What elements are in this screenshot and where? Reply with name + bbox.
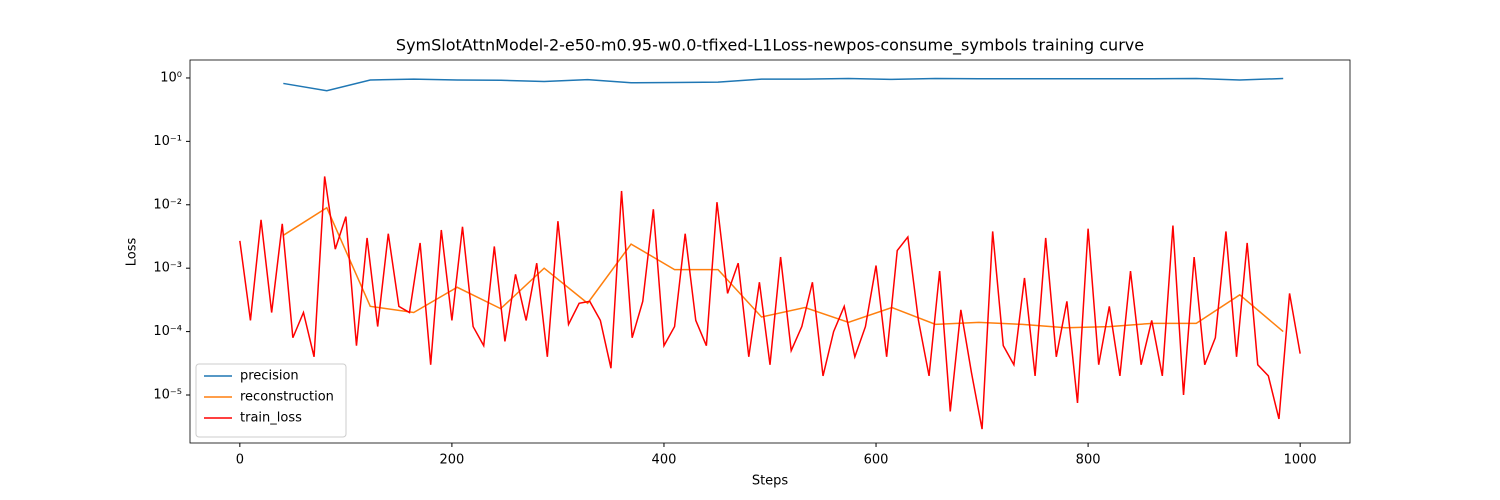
x-tick-label: 800 (1076, 453, 1101, 468)
y-tick-label: 10⁻⁵ (153, 388, 182, 403)
y-tick-label: 10⁻⁴ (153, 324, 182, 339)
y-tick-label: 10⁻² (153, 197, 182, 212)
y-axis-label: Loss (125, 238, 140, 267)
legend-label: precision (240, 369, 299, 384)
legend: precision reconstruction train_loss (195, 363, 347, 438)
x-tick-label: 200 (439, 453, 464, 468)
y-tick-label: 10⁻³ (153, 261, 182, 276)
x-tick-label: 1000 (1284, 453, 1317, 468)
x-tick-label: 600 (864, 453, 889, 468)
x-axis-label: Steps (752, 474, 789, 489)
legend-box (195, 363, 347, 438)
legend-label: train_loss (240, 411, 302, 426)
line-series (283, 77, 1284, 92)
line-series (282, 206, 1284, 333)
x-tick-label: 0 (236, 453, 244, 468)
line-series (239, 176, 1301, 430)
x-tick-label: 400 (652, 453, 677, 468)
plot-frame (189, 59, 1351, 444)
chart-title: SymSlotAttnModel-2-e50-m0.95-w0.0-tfixed… (396, 36, 1144, 56)
y-tick-label: 10⁰ (160, 70, 182, 85)
legend-label: reconstruction (240, 390, 334, 405)
y-tick-label: 10⁻¹ (153, 134, 182, 149)
